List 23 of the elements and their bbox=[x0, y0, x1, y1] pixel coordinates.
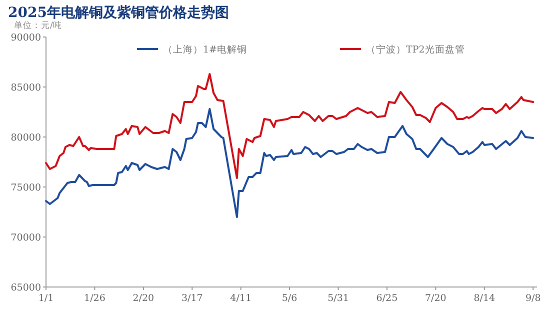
legend-label: （宁波）TP2光面盘管 bbox=[366, 44, 465, 56]
x-tick-label: 2/20 bbox=[132, 293, 154, 304]
x-tick-label: 6/25 bbox=[376, 293, 398, 304]
x-tick-label: 3/17 bbox=[181, 293, 203, 304]
y-axis-title: 单位：元/吨 bbox=[14, 20, 62, 31]
legend-label: （上海）1#电解铜 bbox=[163, 44, 248, 56]
line-series bbox=[45, 73, 534, 179]
y-tick-label: 90000 bbox=[10, 32, 41, 44]
x-tick-label: 9/8 bbox=[525, 293, 541, 304]
y-tick-label: 85000 bbox=[10, 82, 41, 94]
x-tick-label: 5/31 bbox=[328, 293, 349, 304]
x-tick-label: 5/6 bbox=[282, 293, 298, 304]
x-tick-label: 7/20 bbox=[425, 293, 446, 304]
y-tick-label: 75000 bbox=[10, 182, 41, 194]
y-tick-label: 80000 bbox=[10, 132, 41, 144]
x-tick-label: 8/14 bbox=[474, 293, 496, 304]
x-tick-label: 1/26 bbox=[84, 293, 106, 304]
y-tick-label: 70000 bbox=[10, 232, 41, 244]
y-tick-label: 65000 bbox=[10, 282, 41, 294]
chart-title: 2025年电解铜及紫铜管价格走势图 bbox=[8, 5, 229, 21]
x-tick-label: 1/1 bbox=[38, 293, 54, 304]
line-series bbox=[45, 108, 534, 218]
x-tick-label: 4/11 bbox=[230, 293, 252, 304]
